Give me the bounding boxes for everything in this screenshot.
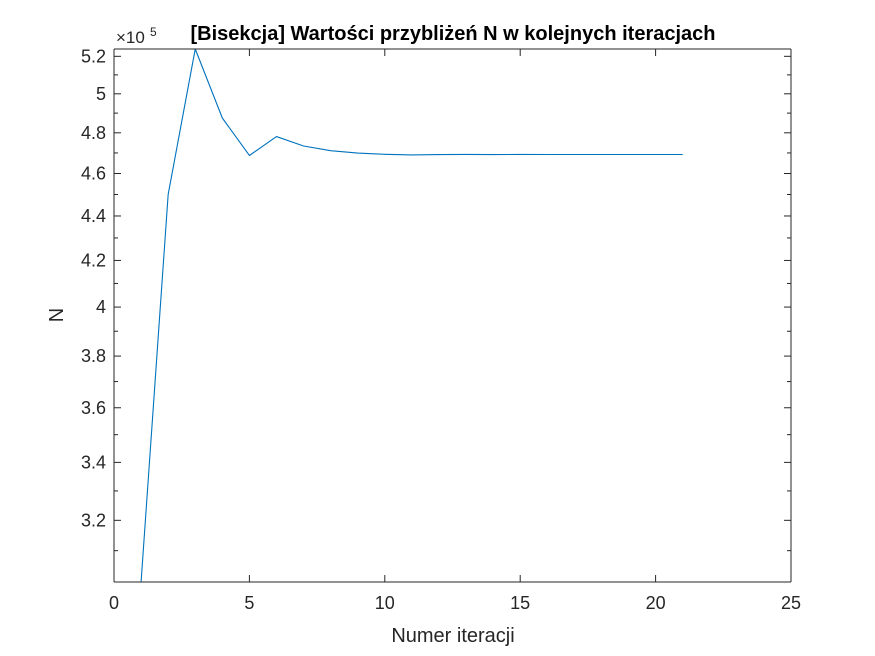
y-tick-label: 3.2	[81, 510, 106, 530]
x-tick-label: 25	[781, 593, 801, 613]
y-tick-label: 4	[96, 297, 106, 317]
y-axis-label: N	[46, 308, 68, 322]
y-tick-label: 4.6	[81, 163, 106, 183]
x-tick-label: 20	[646, 593, 666, 613]
y-exponent-power: 5	[150, 25, 157, 39]
y-tick-label: 4.8	[81, 123, 106, 143]
y-tick-label: 3.4	[81, 452, 106, 472]
y-tick-label: 3.6	[81, 398, 106, 418]
x-tick-label: 0	[109, 593, 119, 613]
y-tick-label: 5	[96, 84, 106, 104]
y-tick-label: 4.4	[81, 206, 106, 226]
chart-title: [Bisekcja] Wartości przybliżeń N w kolej…	[191, 23, 716, 45]
axes-layer	[113, 48, 792, 583]
y-exponent-base: ×10	[116, 28, 145, 47]
x-tick-label: 15	[510, 593, 530, 613]
text-layer: ×10 5 [Bisekcja] Wartości przybliżeń N w…	[46, 23, 716, 647]
ticks-layer: 0 5 10 15 20 25 3.2 3.4 3.6 3.8 4 4.2 4.4 4.6 4.8 5 5.2	[81, 46, 801, 613]
plot-area	[114, 49, 791, 582]
y-tick-label: 3.8	[81, 346, 106, 366]
x-tick-label: 5	[244, 593, 254, 613]
series-line-1	[140, 48, 683, 583]
x-axis-label: Numer iteracji	[391, 625, 514, 647]
y-tick-label: 5.2	[81, 46, 106, 66]
x-tick-label: 10	[375, 593, 395, 613]
line-layer	[140, 48, 683, 583]
y-tick-label: 4.2	[81, 250, 106, 270]
